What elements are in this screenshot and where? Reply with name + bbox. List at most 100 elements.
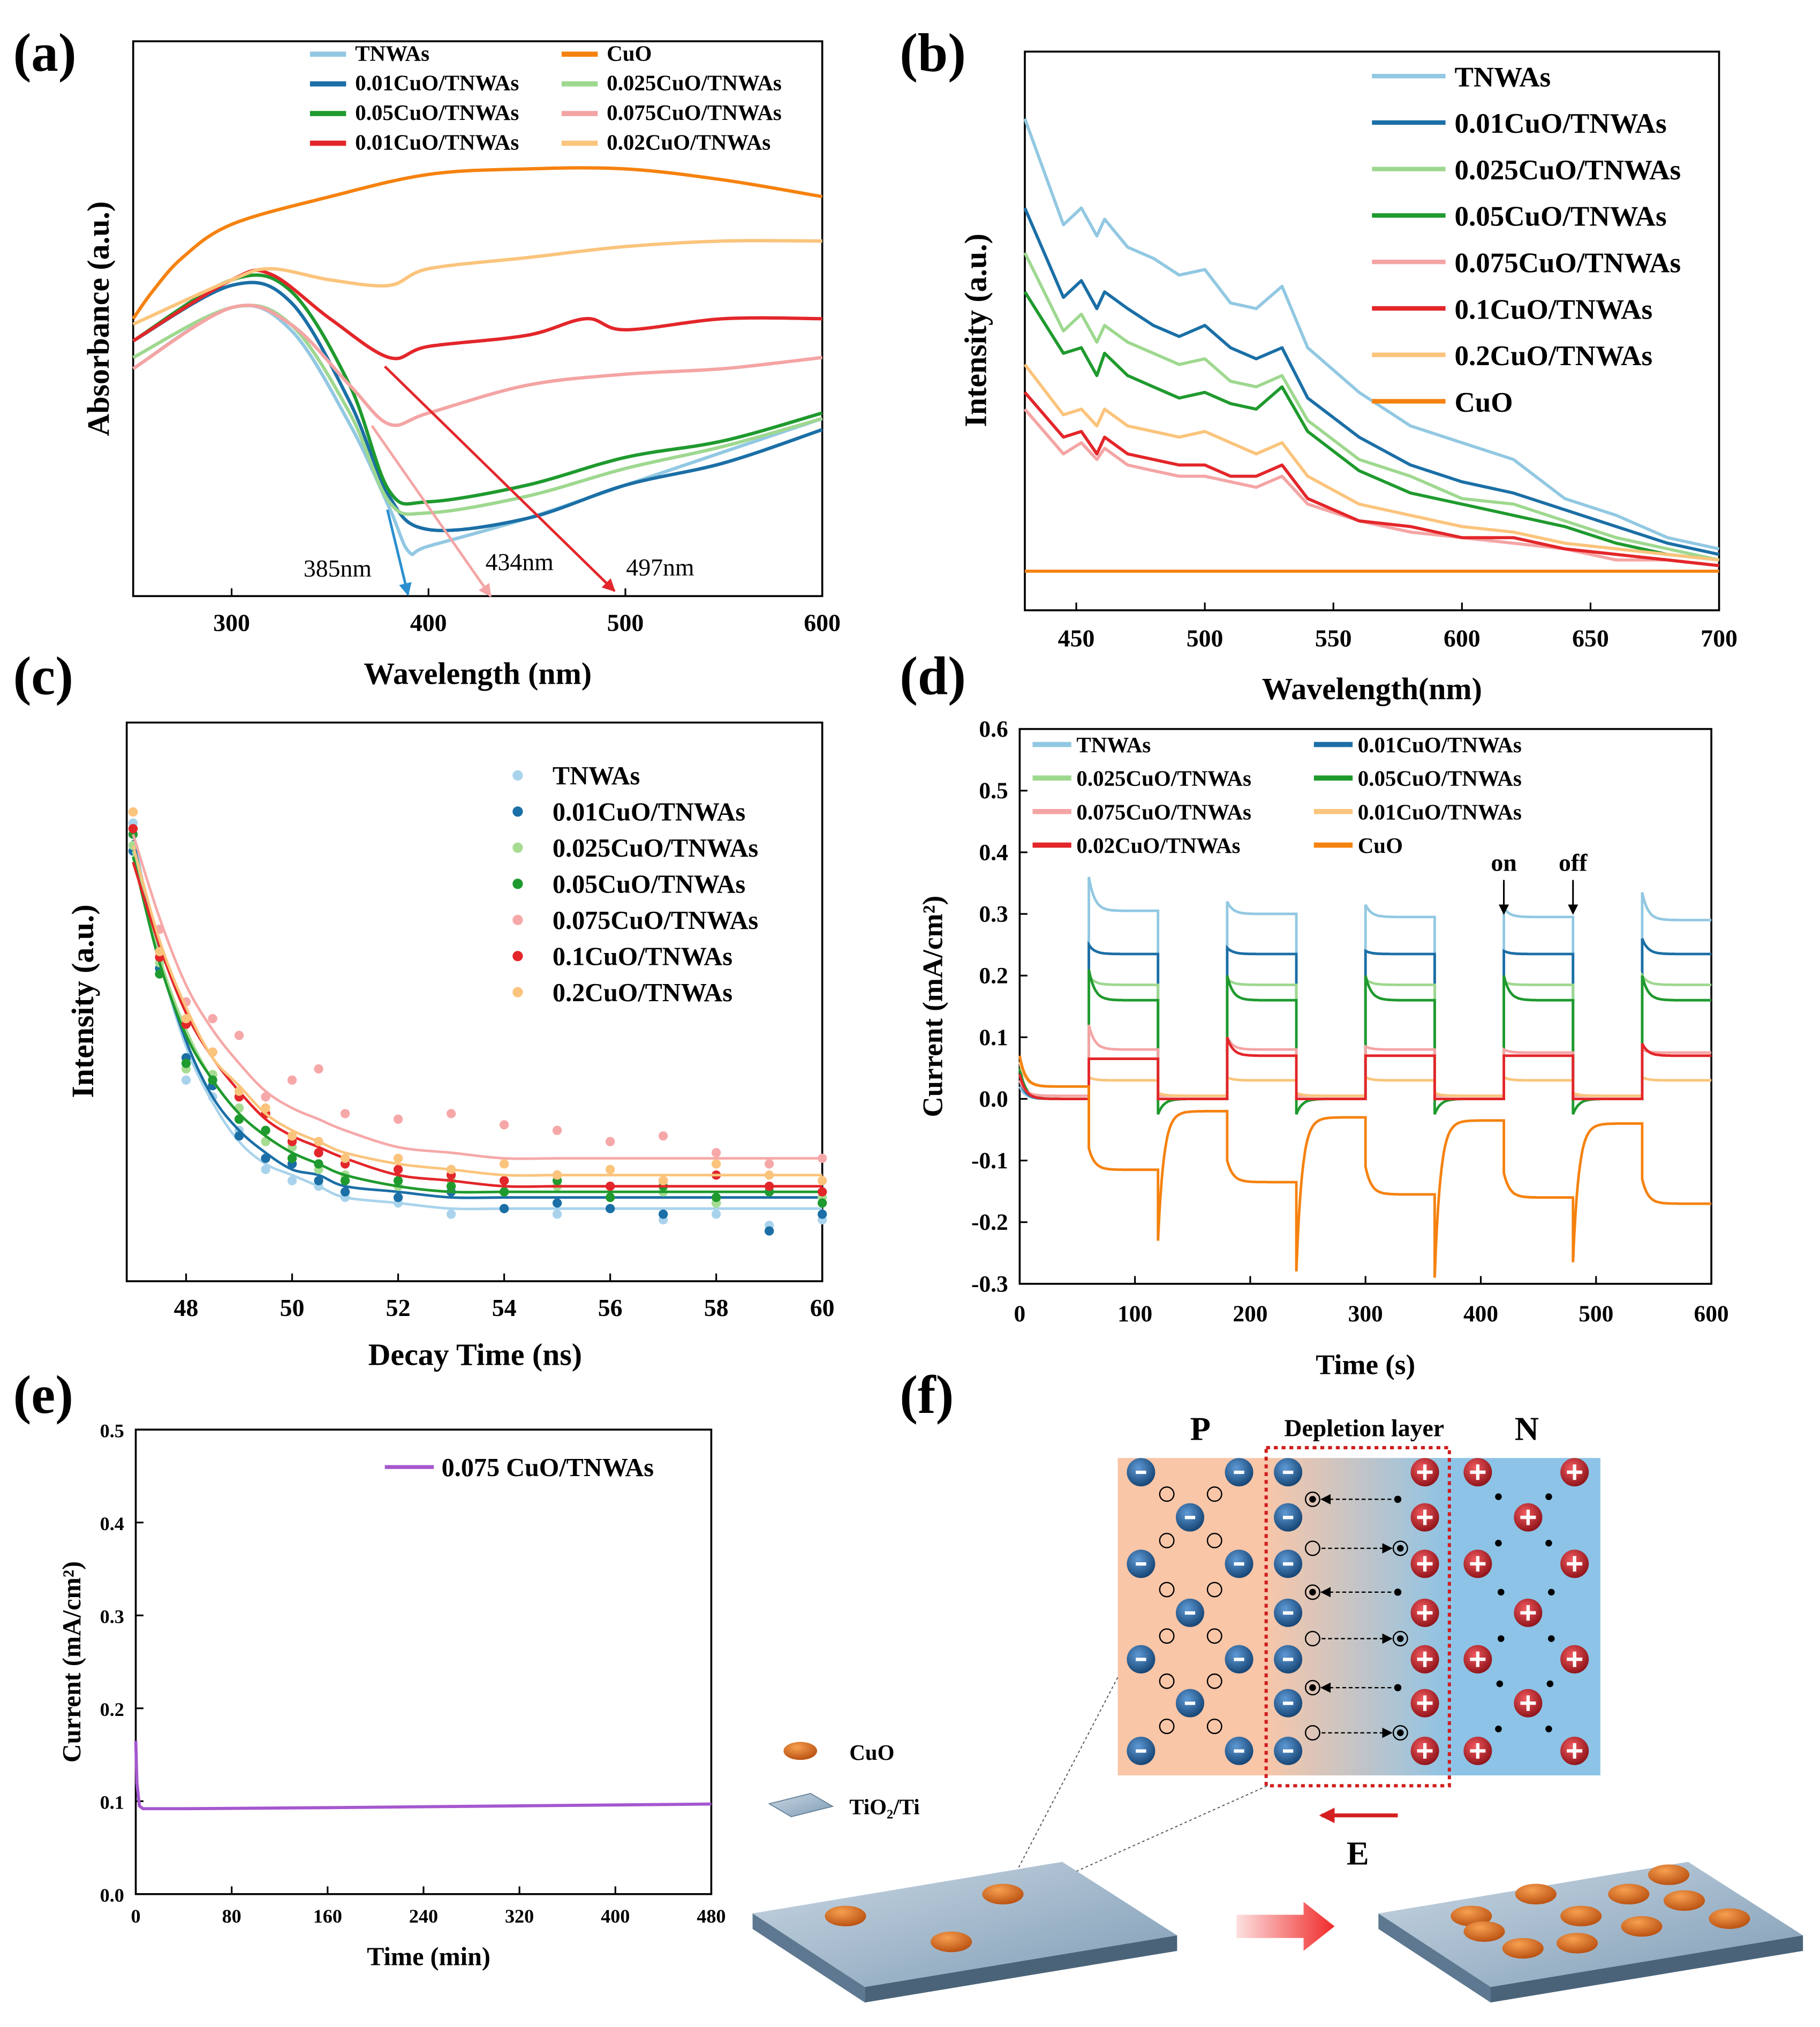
series-line: [132, 166, 823, 320]
panel-label-b: (b): [900, 23, 966, 83]
series-line: [132, 304, 823, 516]
data-point: [181, 1013, 191, 1024]
data-point: [552, 1125, 562, 1135]
plus-icon: [1423, 1743, 1427, 1759]
annotation-label: 385nm: [304, 555, 372, 582]
data-point: [393, 1192, 403, 1202]
legend-label: 0.05CuO/TNWAs: [1454, 201, 1666, 232]
panel-label-d: (d): [900, 646, 966, 706]
data-point: [261, 1125, 270, 1135]
panel-label-c: (c): [13, 646, 73, 706]
minus-icon: [1282, 1562, 1294, 1566]
electron: [1495, 1726, 1502, 1733]
legend-marker: [512, 770, 523, 781]
legend-marker: [512, 806, 523, 817]
plus-icon: [1573, 1556, 1576, 1572]
y-tick-label: 0.2: [100, 1699, 124, 1720]
panel-label-f: (f): [900, 1365, 954, 1425]
cuo-particle: [1648, 1864, 1690, 1885]
electron: [1394, 1589, 1402, 1596]
cuo-particle: [1560, 1905, 1602, 1927]
data-point: [155, 969, 164, 979]
zoom-line: [1006, 1677, 1119, 1890]
hole: [1159, 1628, 1175, 1644]
x-tick-label: 450: [1058, 624, 1095, 652]
panel-label-e: (e): [13, 1365, 73, 1425]
electron: [1397, 1545, 1404, 1552]
hole: [1159, 1532, 1175, 1548]
x-tick-label: 500: [1579, 1301, 1613, 1327]
legend-label: 0.025CuO/TNWAs: [1454, 155, 1681, 186]
data-point: [552, 1209, 562, 1219]
series-line: [1023, 391, 1719, 568]
electron: [1497, 1589, 1505, 1596]
x-axis-label: Wavelength(nm): [1262, 671, 1482, 706]
series-line: [132, 239, 822, 326]
hole: [1159, 1673, 1175, 1689]
minus-icon: [1282, 1516, 1294, 1519]
recombined-hole: [1392, 1540, 1408, 1556]
data-point: [817, 1198, 827, 1208]
recombined-hole: [1304, 1584, 1320, 1600]
legend-label: 0.025CuO/TNWAs: [1076, 766, 1251, 791]
x-tick-label: 600: [1694, 1301, 1729, 1327]
y-tick-label: -0.1: [971, 1148, 1008, 1174]
y-axis-label: Current (mA/cm²): [58, 1561, 86, 1763]
chart-a: 300 400 500 600 Wavelength (nm) Absorbance (a…: [81, 40, 841, 691]
y-tick-label: 0.6: [979, 716, 1008, 742]
minus-icon: [1282, 1470, 1294, 1474]
y-axis-label: Intensity (a.u.): [65, 904, 100, 1098]
legend-label: 0.01CuO/TNWAs: [1358, 732, 1522, 757]
plus-icon: [1423, 1605, 1427, 1621]
y-tick-label: 0.5: [979, 778, 1008, 804]
data-point: [155, 947, 164, 957]
minus-icon: [1282, 1658, 1294, 1661]
x-tick-label: 58: [704, 1294, 729, 1321]
y-axis-label: Intensity (a.u.): [958, 233, 993, 427]
plus-icon: [1423, 1509, 1427, 1525]
plate-side: [865, 1935, 1177, 2003]
minus-icon: [1234, 1470, 1244, 1474]
fit-curve: [132, 834, 822, 1160]
electron: [1546, 1680, 1554, 1688]
legend-label: 0.025CuO/TNWAs: [607, 71, 782, 95]
minus-icon: [1136, 1562, 1146, 1566]
plus-icon: [1526, 1695, 1530, 1711]
hole: [1206, 1582, 1222, 1598]
plus-icon: [1423, 1556, 1427, 1572]
legend-label: TNWAs: [553, 762, 640, 790]
plate-top: [752, 1862, 1177, 1987]
cuo-particle: [1451, 1905, 1492, 1927]
depletion-layer-label: Depletion layer: [1284, 1414, 1444, 1441]
legend-label: 0.075CuO/TNWAs: [1454, 247, 1681, 278]
chart-b: 450 500 550 600 650 700 Wavelength(nm) Intensit…: [958, 50, 1738, 706]
electron: [1545, 1493, 1552, 1500]
hole: [1206, 1532, 1222, 1548]
x-tick-label: 550: [1315, 624, 1352, 652]
cuo-particle: [1502, 1938, 1544, 1959]
data-point: [287, 1153, 297, 1163]
cuo-legend-label: CuO: [849, 1740, 894, 1765]
x-tick-label: 60: [810, 1294, 835, 1321]
electron: [1397, 1635, 1404, 1642]
legend-label: TNWAs: [1454, 62, 1551, 93]
minus-icon: [1234, 1749, 1244, 1753]
data-point: [658, 1176, 668, 1185]
substrate-low-loading: [752, 1862, 1177, 2003]
data-point: [261, 1103, 270, 1113]
y-tick-label: -0.3: [971, 1271, 1008, 1297]
x-axis-label: Wavelength (nm): [364, 656, 592, 691]
plus-icon: [1476, 1464, 1480, 1480]
recombined-hole: [1392, 1725, 1408, 1741]
x-tick-label: 650: [1572, 624, 1609, 652]
data-point: [764, 1181, 774, 1191]
data-point: [446, 1164, 456, 1175]
electron: [1394, 1684, 1402, 1691]
data-point: [393, 1176, 403, 1185]
fit-curve: [132, 861, 822, 1188]
cuo-particle: [1515, 1884, 1557, 1905]
hole: [1206, 1486, 1222, 1502]
plus-icon: [1476, 1743, 1480, 1759]
x-tick-label: 400: [410, 609, 447, 636]
minus-icon: [1136, 1658, 1146, 1661]
